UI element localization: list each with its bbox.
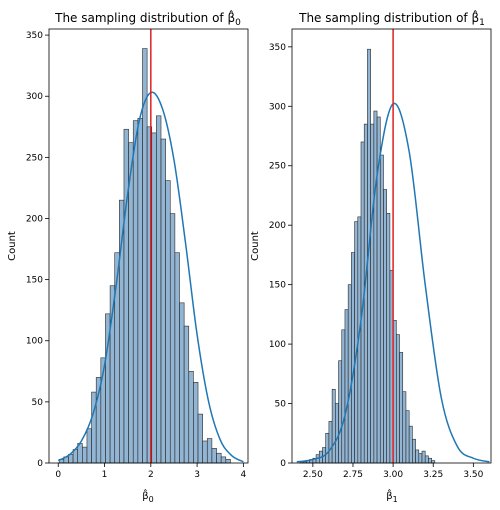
panel-beta1-bar [408, 425, 413, 464]
panel-beta0-bar [206, 438, 213, 464]
panel-beta0-bar [225, 459, 231, 464]
panel-beta1-bar [341, 329, 346, 464]
panel-beta0-bar [193, 382, 199, 464]
panel-beta0-bar [179, 302, 185, 464]
panel-beta1-bar [399, 352, 404, 464]
panel-beta0-x-tick-label: 1 [102, 470, 108, 480]
panel-beta0-bar [142, 48, 148, 464]
panel-beta1-bar [415, 449, 420, 464]
panel-beta0-x-ticks: 0 1 2 3 4 [55, 463, 247, 480]
panel-beta1-bar [418, 453, 423, 464]
panel-beta0-bar [86, 428, 92, 464]
panel-beta1-bar [379, 154, 384, 464]
panel-beta0-bar [123, 128, 129, 464]
panel-beta1-bar [351, 252, 355, 464]
panel-beta0-bar [220, 456, 227, 464]
panel-beta0-bar [211, 448, 217, 464]
panel-beta1-bar [402, 391, 407, 464]
panel-beta0-bar [216, 452, 222, 464]
panel-beta0-bar [156, 115, 162, 464]
panel-beta0-y-tick-label: 200 [26, 214, 43, 224]
panel-beta0-bar [151, 132, 157, 464]
panel-beta1-bar [421, 450, 426, 464]
panel-beta0-bar [174, 252, 180, 464]
panel-beta1-bar [331, 388, 336, 464]
panel-beta1-y-tick-label: 200 [269, 221, 286, 231]
panel-beta0-bar [82, 446, 88, 464]
panel-beta1-bar [424, 455, 429, 464]
panel-beta1-x-tick-label: 3.25 [423, 470, 443, 480]
panel-beta0-bar [165, 180, 171, 464]
panel-beta1-bar [396, 334, 400, 464]
panel-beta0: 0 1 2 3 4 0 50 100 150 200 250 300 350 The sampling… [7, 9, 249, 504]
panel-beta0-y-tick-label: 100 [26, 337, 43, 347]
panel-beta1-x-tick-label: 3.00 [383, 470, 403, 480]
panel-beta0-bar [160, 138, 166, 464]
panel-beta0-bar [169, 213, 176, 464]
panel-beta0-x-tick-label: 0 [55, 470, 61, 480]
panel-beta1-x-tick-label: 3.50 [463, 470, 483, 480]
panel-beta1-bar [328, 421, 333, 464]
panel-beta1-bar [373, 110, 378, 464]
panel-beta0-y-tick-label: 150 [26, 276, 43, 286]
panel-beta0-y-tick-label: 250 [26, 153, 43, 163]
panel-beta0-bar [197, 413, 203, 464]
panel-beta0-y-label: Count [7, 231, 18, 261]
panel-beta1-frame [291, 28, 492, 464]
panel-beta1: 2.50 2.75 3.00 3.25 3.50 0 50 100 150 200 250 300 3… [250, 9, 492, 504]
panel-beta1-bar [338, 360, 343, 464]
panel-beta1-bar [428, 457, 432, 464]
panel-beta1-bar [383, 189, 387, 464]
panel-beta1-bar [386, 213, 391, 464]
panel-beta0-y-tick-label: 50 [32, 398, 44, 408]
panel-beta1-x-label: β̂1 [386, 488, 397, 504]
panel-beta1-y-ticks: 0 50 100 150 200 250 300 350 [269, 43, 292, 469]
panel-beta1-y-tick-label: 350 [269, 43, 286, 53]
panel-beta0-x-label: β̂0 [142, 488, 153, 504]
panel-beta1-bar [405, 410, 410, 464]
panel-beta1-y-tick-label: 100 [269, 340, 286, 350]
panel-beta0-y-tick-label: 0 [37, 459, 43, 469]
panel-beta1-bar [325, 432, 330, 464]
panel-beta1-bar [412, 438, 416, 464]
panel-beta0-bar [132, 120, 139, 464]
panel-beta0-bar [137, 117, 143, 464]
panel-beta1-title: The sampling distribution of β̂1 [298, 9, 485, 28]
panel-beta0-bar [202, 440, 208, 464]
panel-beta0-bar [95, 377, 102, 464]
panel-beta0-x-tick-label: 3 [194, 470, 200, 480]
panel-beta1-y-tick-label: 0 [280, 459, 286, 469]
panel-beta1-y-tick-label: 250 [269, 162, 286, 172]
panel-beta1-x-tick-label: 2.75 [343, 470, 363, 480]
panel-beta1-y-tick-label: 150 [269, 281, 286, 291]
panel-beta0-bar [188, 371, 194, 464]
panel-beta1-y-tick-label: 300 [269, 102, 286, 112]
panel-beta0-x-tick-label: 2 [148, 470, 154, 480]
panel-beta0-bar [128, 142, 134, 464]
panel-beta0-y-tick-label: 300 [26, 92, 43, 102]
panel-beta1-x-ticks: 2.50 2.75 3.00 3.25 3.50 [303, 463, 484, 480]
panel-beta1-bar [370, 123, 375, 464]
panel-beta1-bar [335, 403, 339, 464]
panel-beta0-y-tick-label: 350 [26, 31, 43, 41]
panel-beta1-bar [344, 309, 349, 464]
panel-beta1-y-label: Count [250, 231, 261, 261]
panel-beta0-bar [183, 325, 190, 464]
panel-beta0-x-tick-label: 4 [241, 470, 247, 480]
panel-beta0-y-ticks: 0 50 100 150 200 250 300 350 [26, 31, 49, 469]
panel-beta0-title: The sampling distribution of β̂0 [54, 9, 241, 28]
panel-beta0-frame [48, 28, 249, 464]
panel-beta1-x-tick-label: 2.50 [303, 470, 323, 480]
panel-beta1-y-tick-label: 50 [275, 400, 287, 410]
panel-beta1-bar [347, 284, 352, 464]
